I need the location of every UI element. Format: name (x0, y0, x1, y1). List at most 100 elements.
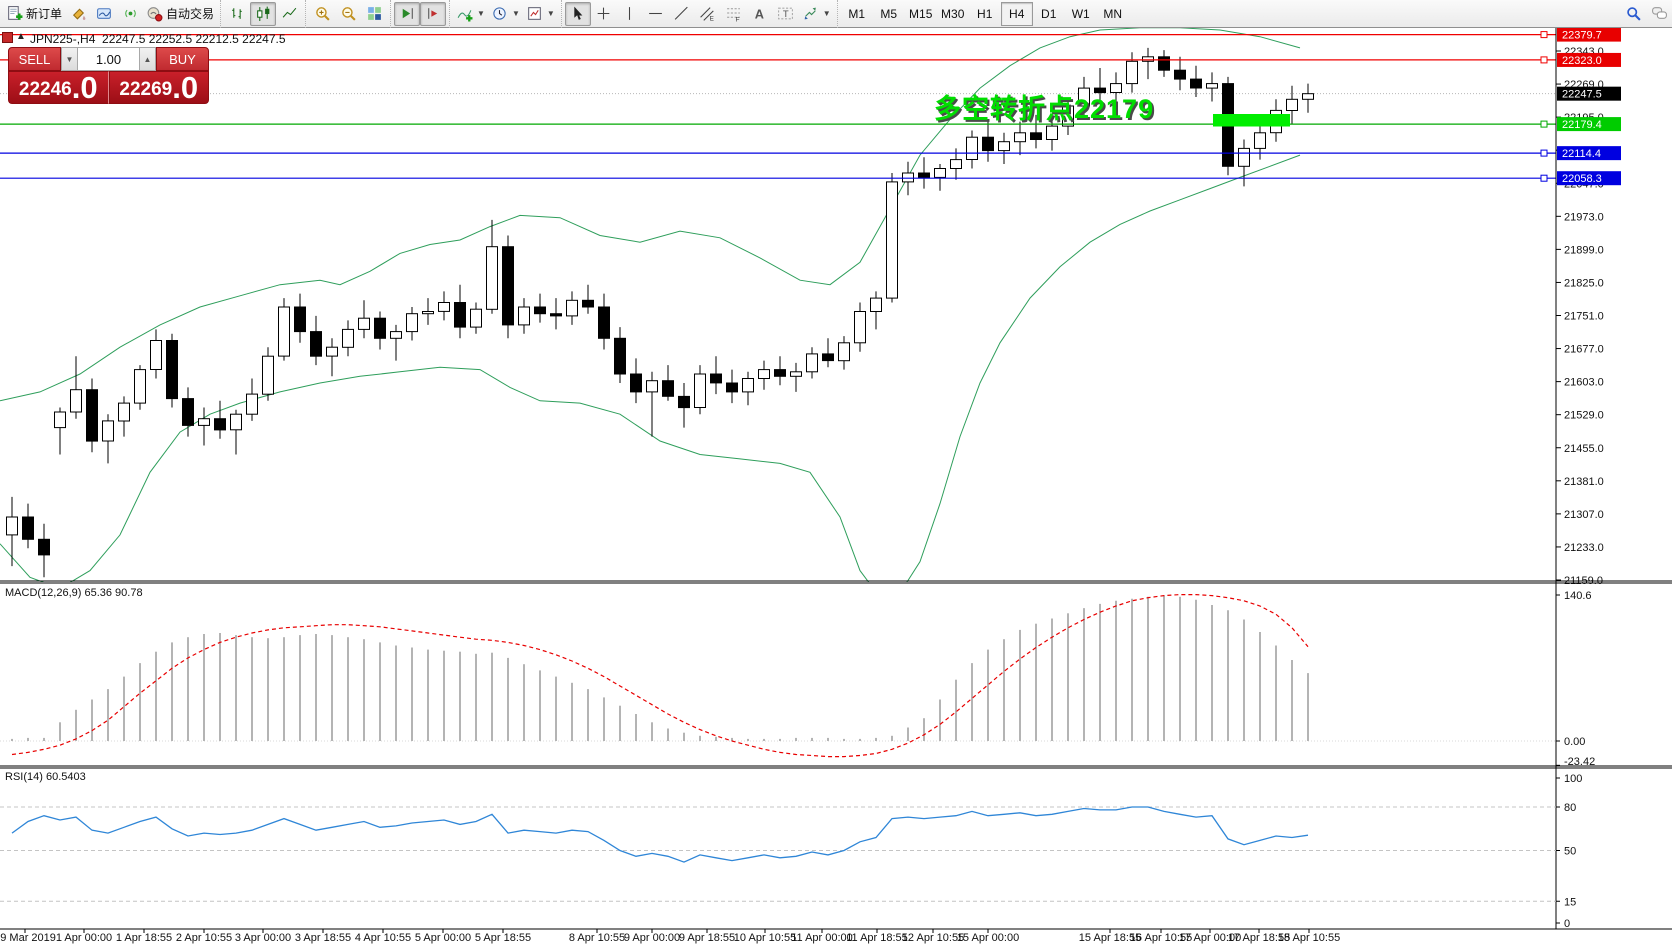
toolbar-group-chart-type (220, 0, 302, 28)
time-axis-label: 5 Apr 18:55 (474, 932, 532, 944)
zoom-out-button[interactable] (335, 2, 361, 26)
buy-button[interactable]: BUY (156, 47, 209, 71)
candles-layer (6, 47, 1314, 578)
price-line-label-bg (1557, 146, 1621, 161)
fibonacci-button[interactable]: F (721, 2, 747, 26)
macd-signal-line (11, 594, 1309, 758)
candle-body (582, 299, 594, 308)
tf-mn[interactable]: MN (1097, 2, 1129, 26)
tile-windows-button[interactable] (361, 2, 387, 26)
crosshair-button[interactable] (591, 2, 617, 26)
publish-button[interactable] (91, 2, 117, 26)
candle-body (326, 346, 338, 357)
search-button[interactable] (1620, 2, 1646, 26)
candlestick-button[interactable] (250, 1, 277, 26)
templates-button[interactable]: ▼ (523, 2, 558, 26)
price-line-label-bg (1557, 86, 1621, 101)
svg-text:A: A (755, 6, 764, 21)
candle-body (870, 297, 882, 313)
tf-h1[interactable]: H1 (969, 2, 1001, 26)
candle-body (1254, 132, 1266, 149)
bar-chart-button[interactable] (224, 2, 250, 26)
pivot-annotation-text[interactable]: 多空转折点22179 (934, 94, 1155, 124)
bollinger-upper-band (0, 28, 1301, 402)
channel-button[interactable]: E (695, 2, 721, 26)
horizontal-line-button[interactable] (643, 2, 669, 26)
tf-m5[interactable]: M5 (873, 2, 905, 26)
indicators-button[interactable]: ▼ (453, 2, 488, 26)
autoscroll-button[interactable] (394, 1, 421, 26)
trade-panel-collapse-arrow[interactable]: ▲ (16, 31, 26, 42)
candle-body (70, 389, 82, 413)
autotrade-icon (147, 7, 163, 22)
chart-area[interactable]: 22343.022269.022195.022121.022047.021973… (0, 28, 1672, 950)
candle-body (1110, 83, 1122, 93)
chat-button[interactable] (1646, 2, 1672, 26)
candle-body (934, 168, 946, 178)
clock-icon (493, 7, 506, 20)
line-handle[interactable] (1540, 31, 1548, 39)
line-chart-button[interactable] (276, 2, 302, 26)
buy-price-fraction: .0 (172, 70, 199, 105)
price-axis: 22343.022269.022195.022121.022047.021973… (1555, 28, 1621, 929)
tf-m30[interactable]: M30 (937, 2, 969, 26)
candle-body (1046, 125, 1058, 140)
tf-m1[interactable]: M1 (841, 2, 873, 26)
candle-body (134, 369, 146, 404)
tf-w1[interactable]: W1 (1065, 2, 1097, 26)
styler-button[interactable] (65, 2, 91, 26)
periods-button[interactable]: ▼ (488, 2, 523, 26)
time-axis-label: 15 Apr 00:00 (956, 932, 1020, 944)
chart-shift-button[interactable] (420, 1, 447, 26)
sell-price-display[interactable]: 22246.0 (8, 71, 109, 104)
label-button[interactable]: T (773, 2, 799, 26)
price-tick-label: 21899.0 (1564, 244, 1604, 256)
candle-body (230, 413, 242, 431)
zoom-in-button[interactable] (309, 2, 335, 26)
signals-button[interactable] (117, 2, 143, 26)
price-tick-label: 21381.0 (1564, 476, 1604, 488)
tf-mn-label: MN (1103, 6, 1123, 21)
autotrading-button[interactable]: 自动交易 (143, 2, 217, 26)
candle-body (998, 141, 1010, 152)
candle-body (374, 317, 386, 339)
sell-button[interactable]: SELL (8, 47, 61, 71)
trendline-button[interactable] (669, 2, 695, 26)
buy-price-display[interactable]: 22269.0 (108, 70, 209, 105)
tf-d1[interactable]: D1 (1033, 2, 1065, 26)
candle-body (630, 373, 642, 393)
candle-body (38, 538, 50, 556)
line-handle[interactable] (1540, 174, 1548, 182)
chevron-down-icon[interactable]: ▼ (822, 9, 831, 18)
line-handle[interactable] (1540, 56, 1548, 64)
time-axis-label: 17 Apr 18:55 (1227, 932, 1291, 944)
time-axis[interactable]: 29 Mar 2019 1 Apr 00:00 1 Apr 18:55 2 Apr 1… (0, 932, 1672, 950)
candle-body (166, 340, 178, 400)
new-order-button[interactable]: 新订单 (3, 2, 65, 26)
vline-icon (629, 7, 631, 20)
line-handle[interactable] (1540, 149, 1548, 157)
price-tick-label: 21455.0 (1564, 443, 1604, 455)
volume-input[interactable]: 1.00 (78, 47, 139, 71)
chart-canvas[interactable]: 22343.022269.022195.022121.022047.021973… (0, 28, 1672, 950)
tf-h4[interactable]: H4 (1000, 1, 1033, 26)
volume-decrease-button[interactable]: ▼ (61, 47, 78, 71)
candle-body (22, 516, 34, 540)
main-price-panel[interactable] (0, 28, 1556, 597)
chevron-down-icon[interactable]: ▼ (546, 9, 555, 18)
cursor-button[interactable] (564, 1, 591, 26)
volume-increase-button[interactable]: ▲ (139, 47, 156, 71)
macd-axis-label: 0.00 (1564, 736, 1585, 748)
crosshair-icon (597, 7, 610, 20)
text-button[interactable]: A (747, 2, 773, 26)
candle-body (390, 331, 402, 339)
one-click-trading-panel: SELL ▼ 1.00 ▲ BUY 22246.0 22269.0 (8, 47, 209, 104)
vertical-line-button[interactable] (617, 2, 643, 26)
chevron-down-icon[interactable]: ▼ (511, 9, 520, 18)
chevron-down-icon[interactable]: ▼ (477, 9, 485, 18)
tf-m30-label: M30 (941, 6, 965, 21)
pivot-highlight-bar[interactable] (1213, 114, 1290, 127)
line-handle[interactable] (1540, 120, 1548, 128)
arrows-button[interactable]: ▼ (799, 2, 834, 26)
tf-m15[interactable]: M15 (905, 2, 937, 26)
